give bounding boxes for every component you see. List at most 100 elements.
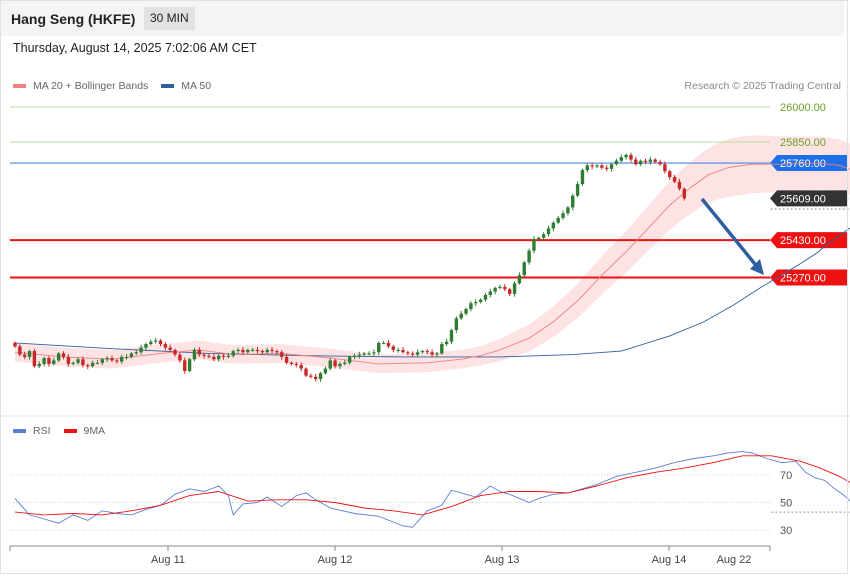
candle-body — [129, 353, 134, 357]
rsi-tick-label: 50 — [780, 498, 792, 510]
candle-body — [202, 354, 206, 356]
rsi-tick-label: 70 — [780, 470, 792, 482]
candle-body — [246, 349, 250, 353]
candle-body — [23, 354, 27, 357]
legend-label: MA 50 — [181, 80, 212, 92]
legend-label: RSI — [33, 425, 51, 437]
candle-body — [149, 341, 153, 345]
main-legend: MA 20 + Bollinger Bands MA 50 — [13, 80, 224, 92]
x-tick-label: Aug 13 — [485, 554, 520, 566]
candle-body — [638, 160, 643, 165]
candle-body — [86, 365, 90, 367]
candle-body — [144, 344, 148, 348]
level-tag-25850-00: 25850.00 — [780, 137, 826, 149]
candle-body — [328, 360, 332, 369]
candle-body — [163, 344, 168, 348]
candle-body — [381, 342, 386, 344]
candle-body — [241, 349, 245, 353]
candle-body — [571, 195, 575, 208]
candles-group — [13, 152, 686, 382]
candle-body — [32, 351, 37, 367]
candle-body — [449, 330, 454, 342]
candle-body — [512, 283, 517, 294]
candle-body — [81, 359, 85, 366]
legend-rsi: RSI — [13, 425, 51, 437]
level-tag-25760-00: 25760.00 — [780, 158, 826, 170]
candle-body — [105, 358, 109, 360]
timeframe-button[interactable]: 30 MIN — [144, 7, 195, 30]
candle-body — [352, 355, 357, 357]
candle-body — [168, 347, 172, 350]
candle-body — [551, 222, 556, 229]
candle-body — [304, 368, 308, 376]
candle-body — [517, 275, 522, 284]
candle-body — [658, 161, 662, 165]
candle-body — [653, 159, 657, 162]
legend-swatch — [13, 84, 26, 88]
candle-body — [391, 346, 395, 350]
level-tag-25609-00: 25609.00 — [780, 193, 826, 205]
candle-body — [508, 289, 512, 294]
candle-body — [192, 349, 197, 360]
candle-body — [18, 346, 22, 355]
candle-body — [420, 351, 425, 353]
candle-body — [575, 184, 580, 196]
candle-body — [556, 217, 560, 223]
candle-body — [236, 349, 240, 352]
candle-body — [255, 349, 260, 352]
candle-body — [299, 365, 303, 369]
candle-body — [289, 362, 294, 364]
candle-body — [415, 352, 420, 355]
legend-9ma: 9MA — [63, 425, 106, 437]
candle-body — [672, 177, 677, 182]
instrument-title: Hang Seng (HKFE) — [11, 11, 136, 27]
candle-body — [629, 154, 633, 160]
candle-body — [207, 355, 211, 357]
candle-body — [430, 352, 434, 355]
candle-body — [294, 363, 298, 366]
level-tag-25609-00-bg — [770, 190, 847, 207]
candle-body — [260, 351, 265, 353]
candle-body — [469, 303, 473, 310]
candle-body — [217, 355, 221, 360]
candle-body — [187, 359, 192, 371]
candle-body — [52, 360, 56, 364]
candle-body — [178, 354, 182, 361]
candle-body — [377, 342, 381, 353]
candle-body — [464, 309, 468, 314]
candle-body — [347, 356, 352, 363]
candle-body — [76, 359, 80, 363]
candle-body — [474, 302, 478, 304]
candle-body — [682, 188, 686, 199]
header-bar — [1, 1, 844, 36]
candle-body — [100, 359, 104, 363]
candle-body — [459, 313, 463, 319]
candle-body — [605, 167, 609, 169]
candle-body — [454, 318, 459, 331]
candle-body — [323, 368, 328, 374]
candle-body — [231, 351, 235, 356]
candle-body — [435, 353, 439, 355]
candle-body — [265, 349, 269, 353]
candle-body — [95, 362, 100, 364]
legend-swatch — [13, 429, 26, 433]
candle-body — [115, 360, 119, 362]
candle-body — [614, 160, 619, 165]
candle-body — [110, 358, 114, 361]
candle-body — [270, 349, 274, 352]
forecast-arrow — [700, 197, 761, 271]
candle-body — [367, 353, 371, 355]
candle-body — [411, 353, 415, 355]
candle-body — [440, 344, 444, 354]
candle-body — [566, 207, 570, 214]
candle-body — [643, 160, 648, 162]
candle-body — [284, 356, 289, 363]
candle-body — [318, 373, 323, 380]
legend-label: 9MA — [83, 425, 106, 437]
candle-body — [444, 341, 449, 345]
candle-body — [66, 356, 71, 364]
timestamp: Thursday, August 14, 2025 7:02:06 AM CET — [13, 41, 257, 55]
candle-body — [532, 238, 536, 251]
legend-ma20: MA 20 + Bollinger Bands — [13, 80, 148, 92]
